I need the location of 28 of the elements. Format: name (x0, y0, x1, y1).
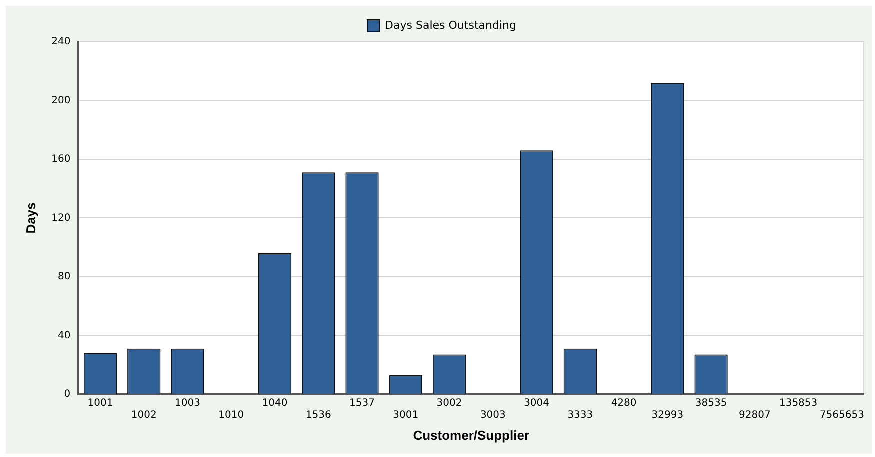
y-tick-label: 160 (52, 154, 71, 166)
x-tick-label: 3001 (393, 410, 419, 421)
y-tick-label: 80 (58, 272, 71, 283)
y-tick-label: 120 (52, 212, 71, 224)
x-tick-label: 1010 (218, 410, 244, 421)
x-tick-label: 3333 (568, 410, 594, 421)
y-tick-label: 0 (64, 388, 71, 400)
x-tick-label: 135853 (779, 398, 818, 409)
x-tick-label: 1002 (131, 410, 157, 421)
x-tick-label: 1536 (306, 410, 332, 421)
y-tick-label: 40 (58, 330, 71, 342)
legend-label: Days Sales Outstanding (385, 18, 516, 32)
y-axis-title: Days (23, 202, 38, 234)
x-tick-label: 3003 (480, 410, 506, 421)
x-tick-label: 3002 (436, 398, 462, 409)
x-tick-label: 92807 (739, 410, 771, 421)
x-tick-label: 1001 (88, 398, 114, 409)
y-tick-label: 200 (52, 95, 71, 106)
x-tick-label: 4280 (611, 398, 637, 409)
x-tick-label: 1040 (262, 398, 288, 409)
x-tick-label: 1537 (350, 398, 375, 409)
y-tick-label: 240 (52, 36, 71, 48)
x-tick-label: 3004 (524, 398, 550, 409)
x-tick-label: 7565653 (820, 410, 864, 421)
x-axis-title: Customer/Supplier (413, 428, 530, 443)
x-tick-label: 32993 (652, 410, 684, 421)
x-tick-label: 1003 (175, 398, 200, 409)
x-tick-label: 38535 (695, 398, 728, 409)
